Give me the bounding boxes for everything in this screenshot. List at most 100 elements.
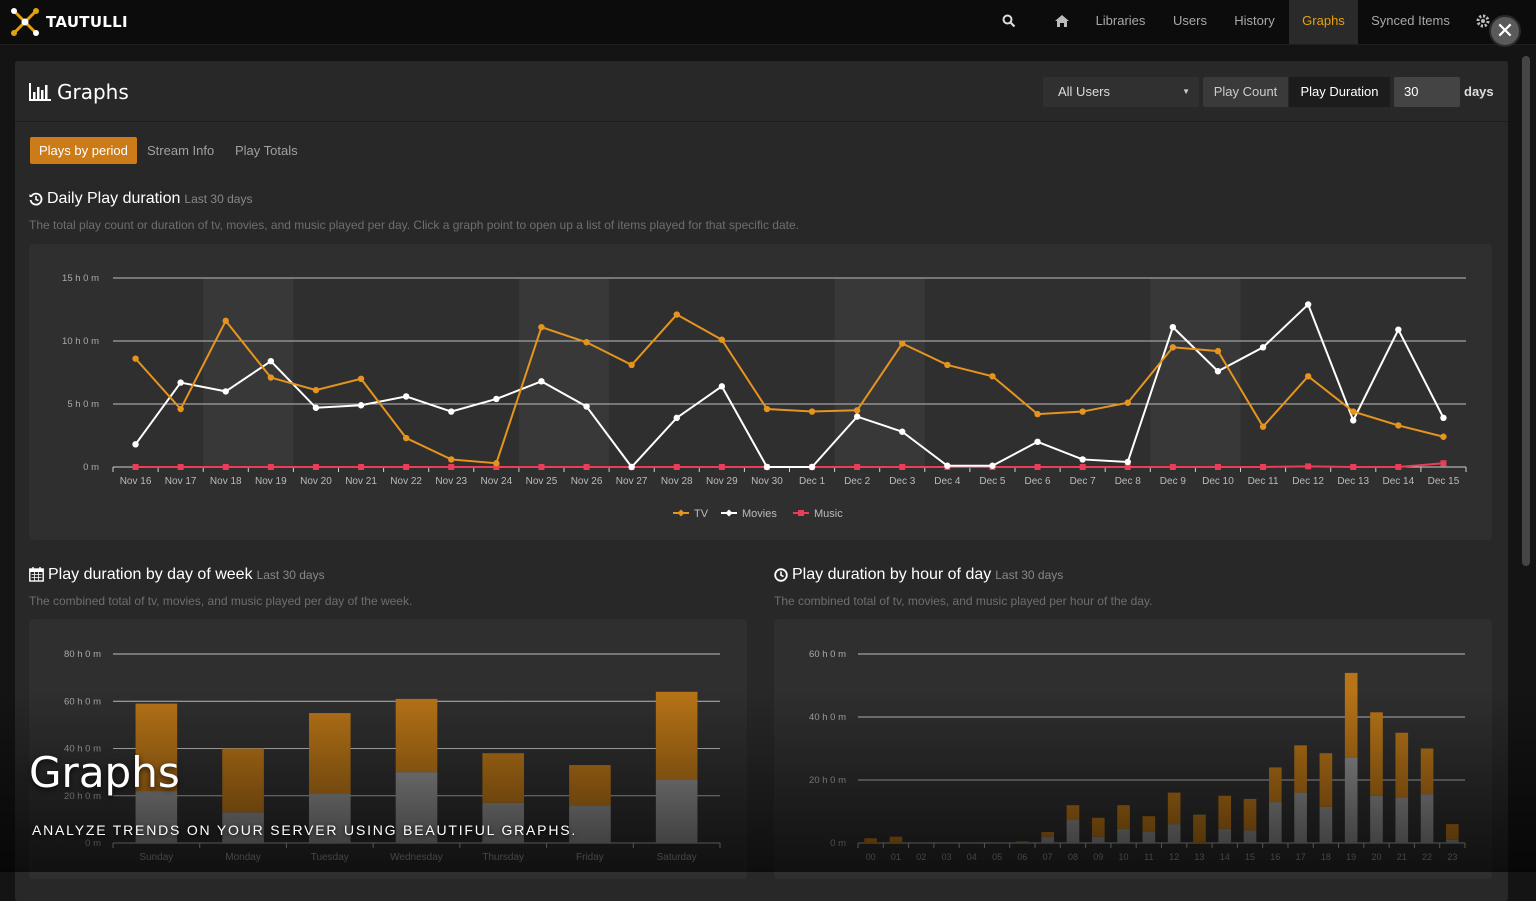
- x-tick-label: 03: [942, 852, 952, 862]
- x-tick-label: Dec 11: [1248, 476, 1279, 487]
- data-point-tv: [673, 311, 680, 318]
- weekend-band: [203, 278, 294, 467]
- data-point-tv: [402, 434, 410, 442]
- data-point-movies: [357, 402, 365, 409]
- data-point-tv: [1169, 344, 1177, 351]
- bar-tv: [222, 748, 264, 813]
- y-tick-label: 5 h 0 m: [67, 399, 99, 410]
- data-point-tv: [853, 407, 861, 414]
- data-point-tv: [1034, 410, 1041, 418]
- bar-tv: [1167, 792, 1181, 825]
- x-tick-label: Nov 18: [210, 476, 242, 487]
- x-tick-label: Dec 15: [1428, 476, 1460, 487]
- tab-stream-info[interactable]: Stream Info: [147, 143, 215, 158]
- bar-movies: [1066, 819, 1080, 843]
- x-tick-label: 14: [1220, 852, 1230, 862]
- x-tick-label: Dec 12: [1292, 476, 1324, 487]
- data-point-movies: [538, 378, 545, 385]
- bar-tv: [1066, 805, 1080, 820]
- data-point-music: [1124, 464, 1131, 470]
- data-point-music: [312, 464, 319, 470]
- data-point-tv: [583, 339, 590, 346]
- daily-description: The total play count or duration of tv, …: [29, 218, 799, 232]
- days-label: days: [1464, 84, 1494, 99]
- hour-title-text: Play duration by hour of day: [792, 566, 992, 583]
- tab-plays-by-period[interactable]: Plays by period: [30, 137, 137, 164]
- days-input[interactable]: 30: [1394, 77, 1460, 107]
- bar-movies: [1294, 792, 1307, 843]
- weekend-band: [1150, 278, 1241, 467]
- bar-movies: [1167, 824, 1181, 843]
- y-tick-label: 60 h 0 m: [64, 696, 101, 707]
- page-scrollbar[interactable]: [1522, 56, 1530, 566]
- x-tick-label: Dec 5: [979, 476, 1006, 487]
- y-tick-label: 20 h 0 m: [809, 775, 846, 786]
- close-icon: ✕: [1495, 18, 1515, 43]
- nav-users[interactable]: Users: [1173, 13, 1207, 28]
- data-point-music: [1305, 463, 1312, 470]
- data-point-movies: [1079, 456, 1086, 463]
- data-point-movies: [1214, 368, 1222, 375]
- dow-subtitle: Last 30 days: [256, 568, 325, 582]
- data-point-movies: [222, 388, 229, 395]
- daily-title-text: Daily Play duration: [47, 190, 181, 207]
- calendar-icon: [29, 567, 44, 582]
- legend-marker: [798, 510, 804, 516]
- data-point-tv: [899, 340, 906, 347]
- data-point-tv: [1304, 373, 1312, 380]
- close-overlay-button[interactable]: ✕: [1489, 15, 1521, 47]
- brand-logo-link[interactable]: TAUTULLI: [10, 4, 128, 40]
- search-button[interactable]: [996, 0, 1022, 44]
- data-point-movies: [763, 463, 771, 471]
- x-tick-label: 16: [1270, 852, 1280, 862]
- bar-tv: [1117, 805, 1130, 829]
- data-point-music: [583, 464, 590, 470]
- x-tick-label: 11: [1144, 852, 1153, 862]
- x-tick-label: 21: [1397, 852, 1407, 862]
- data-point-tv: [267, 374, 275, 381]
- user-select[interactable]: All Users ▼: [1043, 77, 1199, 107]
- data-point-music: [1079, 464, 1086, 470]
- bar-movies: [1395, 797, 1409, 843]
- tab-play-totals[interactable]: Play Totals: [235, 143, 298, 158]
- x-tick-label: 07: [1043, 852, 1053, 862]
- x-tick-label: Dec 14: [1383, 476, 1415, 487]
- play-duration-button[interactable]: Play Duration: [1289, 77, 1390, 107]
- x-tick-label: 22: [1422, 852, 1432, 862]
- bar-movies: [1420, 794, 1434, 843]
- x-tick-label: 12: [1169, 852, 1179, 862]
- data-point-music: [222, 464, 229, 470]
- nav-graphs[interactable]: Graphs: [1289, 0, 1358, 44]
- data-point-movies: [1034, 438, 1041, 445]
- gear-icon: [1476, 14, 1490, 28]
- bar-tv: [1243, 798, 1257, 831]
- data-point-music: [1440, 460, 1447, 467]
- hour-chart-box: 0 m 20 h 0 m 40 h 0 m 60 h 0 m 00 01 02 03 04 05 0…: [774, 619, 1492, 879]
- play-count-button[interactable]: Play Count: [1203, 77, 1288, 107]
- x-tick-label: 15: [1245, 852, 1255, 862]
- legend-marker: [677, 509, 685, 517]
- data-point-tv: [1259, 423, 1267, 430]
- data-point-movies: [493, 395, 500, 403]
- y-tick-label: 80 h 0 m: [64, 649, 101, 660]
- hour-bar-chart: 0 m 20 h 0 m 40 h 0 m 60 h 0 m 00 01 02 03 04 05 0…: [809, 649, 1466, 862]
- data-point-tv: [222, 317, 229, 325]
- y-tick-label: 0 m: [83, 462, 99, 473]
- data-point-tv: [763, 405, 771, 413]
- nav-home[interactable]: [1048, 0, 1076, 44]
- weekend-band: [834, 278, 925, 467]
- x-tick-label: Dec 4: [934, 476, 961, 487]
- x-tick-label: 20: [1371, 852, 1381, 862]
- y-tick-label: 60 h 0 m: [809, 649, 846, 660]
- data-point-movies: [1124, 458, 1131, 466]
- bar-movies: [1218, 828, 1232, 843]
- daily-chart-box: 0 m 5 h 0 m 10 h 0 m 15 h 0 m Nov 16 Nov 17 No…: [29, 244, 1492, 540]
- data-point-movies: [1259, 344, 1267, 351]
- settings-button[interactable]: [1472, 0, 1494, 44]
- x-tick-label: Nov 30: [751, 476, 783, 487]
- bar-movies: [1091, 836, 1105, 843]
- overlay-title: Graphs: [29, 748, 180, 797]
- nav-synced-items[interactable]: Synced Items: [1371, 13, 1450, 28]
- nav-history[interactable]: History: [1234, 13, 1275, 28]
- nav-libraries[interactable]: Libraries: [1095, 13, 1146, 28]
